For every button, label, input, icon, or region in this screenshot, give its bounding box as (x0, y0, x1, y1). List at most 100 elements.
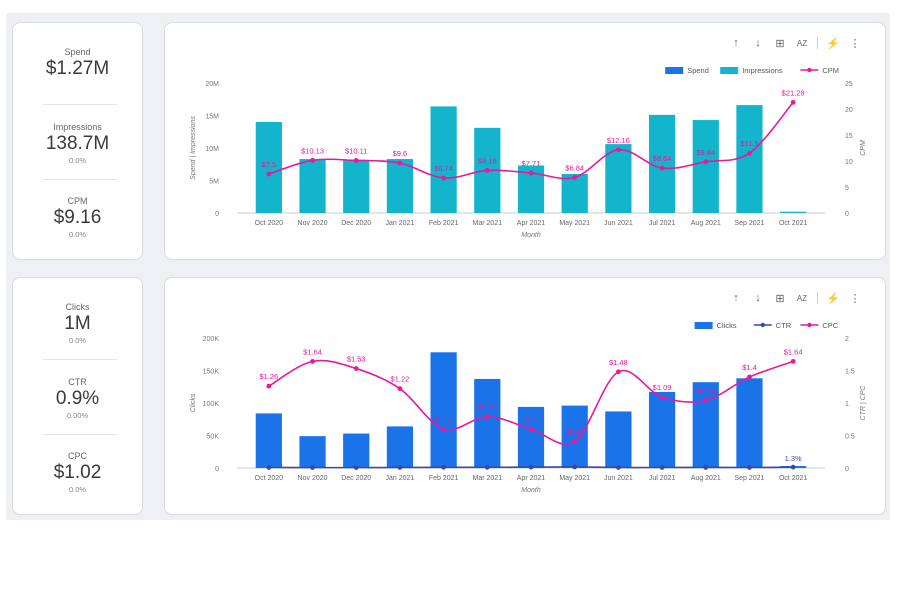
kpi-cpc: CPC $1.02 0.0% (13, 451, 142, 494)
chart-toolbar: ↑ ↓ ⊞ AZ ⚡ ⋮ (725, 36, 866, 50)
kpi-cpm-delta: 0.0% (68, 230, 87, 239)
bar-impressions (299, 159, 326, 213)
kpi-divider (43, 179, 117, 180)
export-icon[interactable]: ⊞ (775, 37, 785, 50)
legend-swatch (807, 67, 812, 73)
kpi-cpc-delta: 0.0% (68, 485, 87, 494)
sort-az-icon[interactable]: AZ (796, 293, 808, 303)
legend-label: CPM (822, 66, 839, 75)
kpi-ctr-delta: 0.00% (66, 411, 89, 420)
data-label-ctr: 1.3% (785, 454, 802, 463)
sort-az-icon[interactable]: AZ (796, 38, 808, 48)
legend-label: Spend (687, 66, 709, 75)
bar-clicks (736, 378, 763, 468)
x-tick-label: Jan 2021 (386, 220, 415, 227)
data-label-cpm: $8.19 (478, 156, 497, 165)
x-axis-title: Month (521, 232, 541, 239)
point-ctr (572, 464, 578, 470)
bar-clicks (343, 433, 370, 468)
bar-clicks (648, 391, 676, 468)
x-tick-label: Dec 2020 (341, 220, 371, 227)
chart-card-bottom: ↑ ↓ ⊞ AZ ⚡ ⋮ 200K 150K 100K 50K 0 2 1.5 1 0.5 0 Cl… (164, 277, 886, 515)
legend-label: CPC (822, 321, 838, 330)
point-cpc (528, 426, 534, 432)
x-tick-label: Feb 2021 (429, 220, 459, 227)
y-tick-label: 0 (215, 466, 219, 473)
y-tick-label: 100K (203, 401, 220, 408)
point-cpm (659, 165, 665, 171)
sort-descending-icon[interactable]: ↓ (755, 37, 761, 49)
data-label-cpm: $10.13 (301, 146, 324, 155)
point-ctr (615, 465, 621, 470)
point-ctr (310, 465, 315, 471)
x-tick-label: Nov 2020 (298, 475, 328, 482)
point-cpm (615, 147, 621, 153)
point-ctr (790, 464, 796, 470)
data-label-cpm: $21.28 (782, 88, 805, 97)
x-tick-label: May 2021 (559, 475, 590, 482)
point-ctr (353, 465, 359, 471)
kpi-ctr-label: CTR (68, 377, 87, 387)
bar-clicks (386, 426, 414, 468)
bar-impressions (561, 174, 588, 213)
kpi-cpm-label: CPM (67, 196, 88, 206)
x-tick-label: May 2021 (559, 220, 590, 227)
y-axis-title: Spend | Impressions (190, 116, 197, 180)
bar-clicks (561, 405, 588, 468)
combo-chart-spend-impressions-cpm: 20M 15M 10M 5M 0 25 20 15 10 5 0 Spend | Impression… (190, 66, 867, 239)
point-cpm (572, 175, 578, 180)
point-cpc (659, 394, 665, 400)
x-tick-label: Oct 2020 (255, 475, 284, 482)
bar-clicks (517, 406, 545, 468)
kpi-impressions-delta: 0.0% (68, 156, 87, 165)
export-icon[interactable]: ⊞ (775, 292, 785, 305)
point-ctr (484, 464, 490, 470)
sort-ascending-icon[interactable]: ↑ (733, 292, 739, 304)
point-ctr (441, 464, 447, 470)
chart-card-top: ↑ ↓ ⊞ AZ ⚡ ⋮ 20M 15M 10M 5M 0 25 20 15 10 5 0 Spend… (164, 22, 886, 260)
data-label-cpc: $1.64 (303, 347, 322, 356)
y-tick-label: 150K (203, 369, 220, 376)
more-options-icon[interactable]: ⋮ (849, 37, 861, 50)
legend-label: Impressions (742, 66, 783, 75)
y2-tick-label: 5 (845, 185, 849, 192)
kpi-card-bottom: Clicks 1M 0.0% CTR 0.9% 0.00% CPC $1.02 … (12, 277, 143, 515)
x-tick-label: Jun 2021 (604, 475, 633, 482)
bar-impressions (736, 105, 763, 213)
sort-ascending-icon[interactable]: ↑ (733, 37, 739, 49)
bolt-icon[interactable]: ⚡ (826, 292, 840, 305)
legend-label: CTR (776, 321, 792, 330)
kpi-card-top: Spend $1.27M Impressions 138.7M 0.0% CPM… (12, 22, 143, 260)
data-label-cpc: $1.04 (696, 386, 715, 395)
kpi-ctr-value: 0.9% (55, 388, 100, 409)
data-label-cpm: $7.71 (522, 159, 541, 168)
y2-tick-label: 2 (845, 336, 849, 343)
point-cpc (703, 398, 709, 403)
bar-clicks (430, 352, 457, 468)
y2-tick-label: 0 (845, 211, 849, 218)
y2-tick-label: 0.5 (845, 434, 855, 441)
data-label-cpc: $0.6 (524, 415, 539, 424)
kpi-clicks: Clicks 1M 0.0% (13, 302, 142, 345)
bolt-icon[interactable]: ⚡ (826, 37, 840, 50)
x-tick-label: Oct 2021 (779, 475, 808, 482)
x-tick-label: Jul 2021 (649, 220, 676, 227)
point-cpm (266, 171, 272, 177)
point-cpm (441, 175, 447, 181)
data-label-cpm: $9.6 (393, 149, 408, 158)
bar-impressions (430, 106, 457, 213)
x-axis-title: Month (521, 487, 541, 494)
data-label-cpm: $10.11 (345, 146, 367, 155)
bar-impressions (605, 144, 632, 213)
y-tick-label: 10M (205, 146, 219, 153)
point-cpc (441, 426, 447, 432)
data-label-cpc: $1.53 (347, 355, 366, 364)
x-tick-label: Jun 2021 (604, 220, 633, 227)
x-tick-label: Jul 2021 (649, 475, 676, 482)
sort-descending-icon[interactable]: ↓ (755, 292, 761, 304)
kpi-cpc-value: $1.02 (53, 462, 102, 483)
x-tick-label: Mar 2021 (473, 475, 503, 482)
more-options-icon[interactable]: ⋮ (849, 292, 861, 305)
data-label-cpc: $0.61 (434, 415, 453, 424)
kpi-cpm: CPM $9.16 0.0% (13, 196, 142, 239)
